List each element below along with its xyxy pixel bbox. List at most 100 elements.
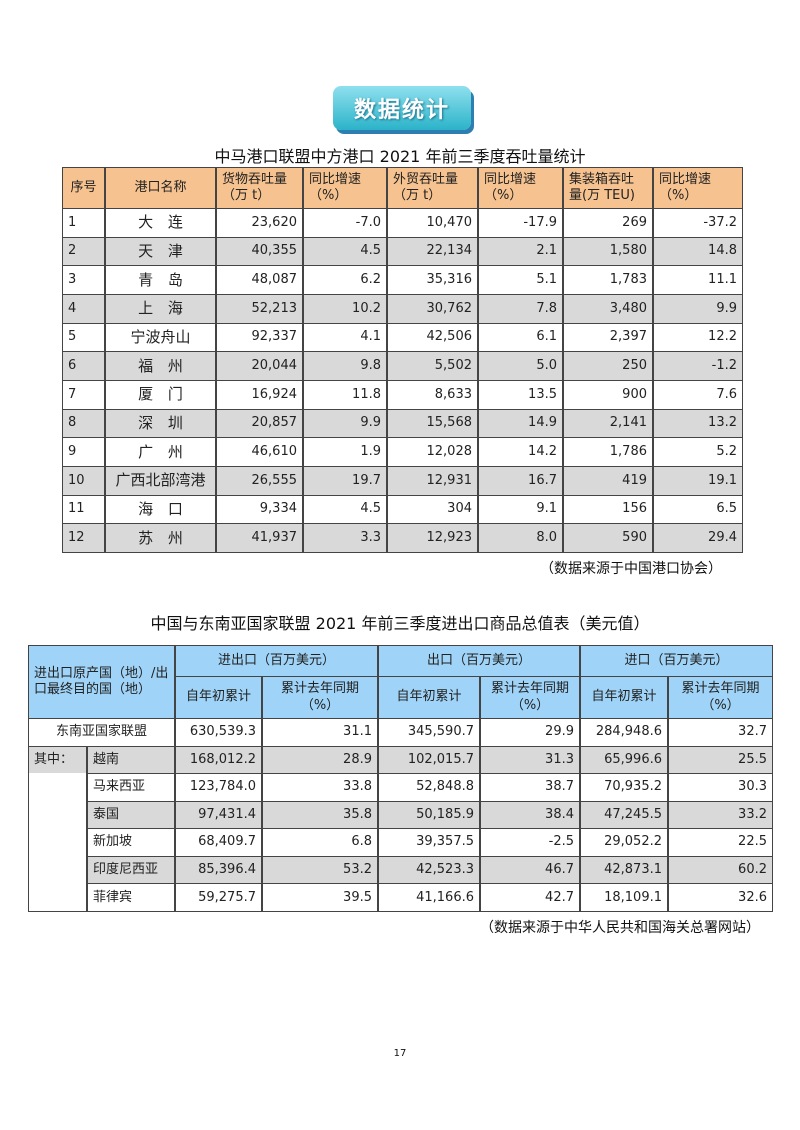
- table-cell: 4.5: [303, 494, 387, 525]
- table-cell: 6.5: [653, 494, 743, 525]
- table-cell: 7: [62, 380, 105, 410]
- table-cell: 59,275.7: [175, 883, 262, 912]
- table-cell: 东南亚国家联盟: [28, 718, 175, 747]
- table-cell: 85,396.4: [175, 855, 262, 885]
- table-cell: 304: [387, 494, 478, 525]
- table-cell: 11.8: [303, 380, 387, 410]
- table-cell: 宁波舟山: [105, 322, 216, 353]
- table-cell: 13.2: [653, 408, 743, 439]
- table-cell: 42,873.1: [580, 855, 668, 885]
- table-cell: 4: [62, 294, 105, 324]
- table-cell: [28, 800, 87, 830]
- table-cell: 3: [62, 265, 105, 295]
- table-cell: 41,166.6: [378, 883, 480, 912]
- table-cell: [28, 883, 87, 912]
- header-cell: 同比增速 （%）: [653, 167, 743, 209]
- table-cell: 泰国: [87, 800, 175, 830]
- table-cell: 海 口: [105, 494, 216, 525]
- table-title: 中马港口联盟中方港口 2021 年前三季度吞吐量统计: [214, 147, 586, 166]
- table-cell: 广西北部湾港: [105, 466, 216, 496]
- table-cell: 28.9: [262, 745, 378, 775]
- table-cell: 12,923: [387, 523, 478, 554]
- table-cell: 4.5: [303, 236, 387, 267]
- table-cell: 1,783: [563, 265, 653, 295]
- table-cell: 419: [563, 466, 653, 496]
- table-cell: 1: [62, 208, 105, 238]
- table-cell: 30,762: [387, 294, 478, 324]
- table-cell: 12,028: [387, 437, 478, 468]
- table-cell: 590: [563, 523, 653, 554]
- table-cell: 6.8: [262, 828, 378, 857]
- table-cell: 10: [62, 466, 105, 496]
- table-cell: 9.9: [653, 294, 743, 324]
- table-cell: 8.0: [478, 523, 563, 554]
- table-cell: 5.0: [478, 351, 563, 381]
- table-cell: 29,052.2: [580, 828, 668, 857]
- header-cell: 同比增速 （%）: [478, 167, 563, 209]
- table-cell: 50,185.9: [378, 800, 480, 830]
- table-cell: 12.2: [653, 322, 743, 353]
- table-cell: 29.9: [480, 718, 580, 747]
- table-cell: 22,134: [387, 236, 478, 267]
- table-cell: 345,590.7: [378, 718, 480, 747]
- table-cell: 35,316: [387, 265, 478, 295]
- table-cell: 250: [563, 351, 653, 381]
- table-cell: 14.9: [478, 408, 563, 439]
- table-cell: 9,334: [216, 494, 303, 525]
- table-cell: 16.7: [478, 466, 563, 496]
- table-cell: 8: [62, 408, 105, 439]
- table-cell: 33.8: [262, 773, 378, 802]
- table-cell: 52,848.8: [378, 773, 480, 802]
- table-cell: 168,012.2: [175, 745, 262, 775]
- table-cell: 2,397: [563, 322, 653, 353]
- header-cell: 进出口原产国（地）/出口最终目的国（地）: [28, 645, 175, 719]
- table-cell: 31.1: [262, 718, 378, 747]
- header-cell: 进口（百万美元）: [580, 645, 773, 677]
- table-cell: 284,948.6: [580, 718, 668, 747]
- table-cell: -7.0: [303, 208, 387, 238]
- table-cell: 18,109.1: [580, 883, 668, 912]
- table-cell: -17.9: [478, 208, 563, 238]
- table-cell: 11: [62, 494, 105, 525]
- table-cell: 32.6: [668, 883, 773, 912]
- table-cell: 5.2: [653, 437, 743, 468]
- source-note: （数据来源于中国港口协会）: [540, 561, 722, 577]
- header-cell: 累计去年同期 （%）: [262, 676, 378, 719]
- table-cell: 12,931: [387, 466, 478, 496]
- table-cell: 上 海: [105, 294, 216, 324]
- table-cell: 70,935.2: [580, 773, 668, 802]
- table-cell: 3,480: [563, 294, 653, 324]
- header-cell: 自年初累计: [378, 676, 480, 719]
- table-cell: 42,523.3: [378, 855, 480, 885]
- header-cell: 进出口（百万美元）: [175, 645, 378, 677]
- table-cell: 4.1: [303, 322, 387, 353]
- table-cell: 苏 州: [105, 523, 216, 554]
- table-cell: 9.8: [303, 351, 387, 381]
- table-cell: 福 州: [105, 351, 216, 381]
- table-cell: 19.7: [303, 466, 387, 496]
- table-cell: 123,784.0: [175, 773, 262, 802]
- table-cell: 青 岛: [105, 265, 216, 295]
- table-cell: 97,431.4: [175, 800, 262, 830]
- table-cell: 92,337: [216, 322, 303, 353]
- table-cell: 其中：: [28, 745, 87, 775]
- table-cell: 46.7: [480, 855, 580, 885]
- table-cell: 3.3: [303, 523, 387, 554]
- table-cell: 16,924: [216, 380, 303, 410]
- table-cell: 269: [563, 208, 653, 238]
- header-cell: 自年初累计: [580, 676, 668, 719]
- table-cell: 33.2: [668, 800, 773, 830]
- table-cell: 14.2: [478, 437, 563, 468]
- table-cell: 102,015.7: [378, 745, 480, 775]
- table-cell: 厦 门: [105, 380, 216, 410]
- badge: 数据统计: [333, 86, 471, 130]
- table-cell: 25.5: [668, 745, 773, 775]
- table-cell: -1.2: [653, 351, 743, 381]
- table-cell: 39.5: [262, 883, 378, 912]
- header-cell: 集装箱吞吐 量(万 TEU): [563, 167, 653, 209]
- table-cell: 2.1: [478, 236, 563, 267]
- table-cell: 32.7: [668, 718, 773, 747]
- table-cell: -37.2: [653, 208, 743, 238]
- table-cell: 1,786: [563, 437, 653, 468]
- table-cell: 9.1: [478, 494, 563, 525]
